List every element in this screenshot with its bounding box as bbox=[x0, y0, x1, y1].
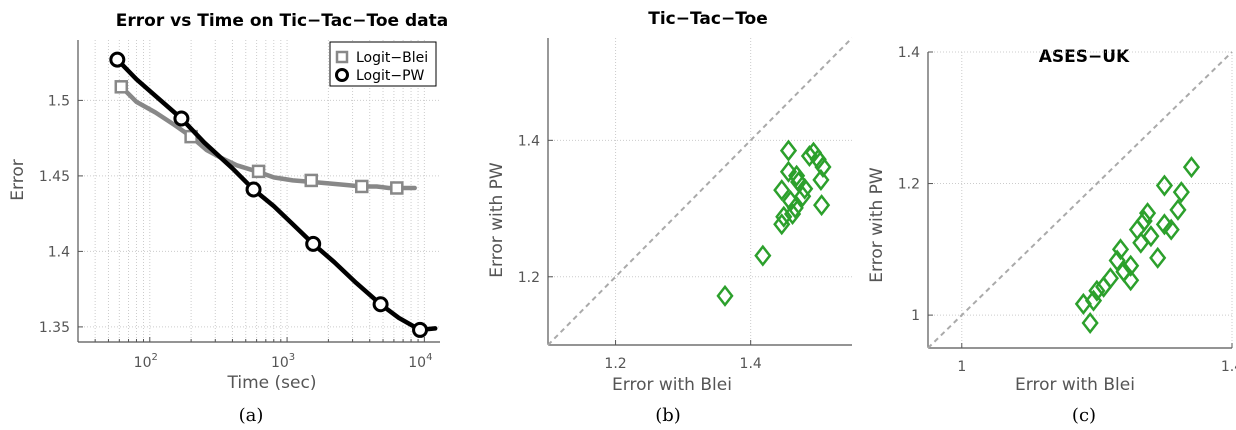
chart-c-xtick-label: 1.4 bbox=[1221, 359, 1236, 375]
time-error-chart: Error vs Time on Tic−Tac−Toe data Error … bbox=[8, 11, 448, 426]
chart-b-point bbox=[779, 139, 798, 162]
chart-a-xlabel: Time (sec) bbox=[227, 373, 317, 393]
chart-b-ytick-label: 1.2 bbox=[518, 270, 540, 286]
chart-a-xtick-label: 103 bbox=[271, 352, 295, 371]
chart-a-grid bbox=[77, 40, 440, 342]
chart-a-marker-blei bbox=[114, 80, 129, 94]
chart-c-xtick-label: 1 bbox=[957, 359, 966, 375]
chart-b-point bbox=[788, 164, 806, 187]
chart-b-diagonal bbox=[547, 37, 853, 346]
chart-c-point bbox=[1172, 181, 1190, 204]
chart-a-marker-blei bbox=[355, 179, 369, 194]
chart-a-marker-blei bbox=[304, 173, 318, 188]
chart-b-caption: (b) bbox=[655, 405, 681, 426]
chart-a-marker-pw bbox=[372, 296, 389, 313]
chart-a-xtick-label: 104 bbox=[408, 352, 432, 371]
tictactoe-scatter-chart: Tic−Tac−Toe Error with PW Error with Ble… bbox=[487, 9, 853, 426]
chart-a-xtick-base: 10 bbox=[271, 355, 289, 371]
chart-a-line-pw bbox=[115, 57, 438, 333]
chart-a-marker-blei bbox=[390, 181, 404, 195]
chart-c-ytick-label: 1.4 bbox=[898, 45, 920, 61]
chart-b-point bbox=[775, 205, 793, 228]
chart-a-xtick-exp: 2 bbox=[152, 352, 158, 363]
chart-a-xtick-base: 10 bbox=[408, 355, 426, 371]
chart-b-point bbox=[786, 196, 804, 219]
chart-a-ytick-label: 1.4 bbox=[48, 244, 70, 260]
chart-b-point bbox=[754, 244, 772, 267]
chart-c-point bbox=[1182, 156, 1201, 179]
chart-a-xtick-exp: 4 bbox=[426, 352, 432, 363]
chart-a-ytick-label: 1.35 bbox=[39, 320, 70, 336]
chart-c-xlabel: Error with Blei bbox=[1015, 375, 1135, 395]
chart-b-ylabel: Error with PW bbox=[487, 162, 507, 278]
chart-c-diagonal bbox=[927, 51, 1233, 349]
chart-a-legend: Logit−Blei Logit−PW bbox=[329, 41, 437, 87]
chart-a-marker-blei bbox=[251, 164, 266, 179]
chart-a-marker-pw bbox=[305, 235, 322, 252]
chart-c-point bbox=[1155, 174, 1174, 197]
chart-a-line-blei bbox=[119, 84, 417, 191]
chart-c-point bbox=[1149, 246, 1167, 269]
chart-c-point bbox=[1162, 218, 1180, 241]
chart-a-xtick-label: 102 bbox=[134, 352, 158, 371]
chart-c-point bbox=[1111, 238, 1130, 261]
chart-c-title: ASES−UK bbox=[1039, 47, 1130, 67]
chart-b-point bbox=[796, 177, 814, 200]
chart-b-ytick-label: 1.4 bbox=[518, 133, 540, 149]
chart-a-marker-pw bbox=[109, 51, 126, 68]
chart-a-marker-pw bbox=[245, 181, 262, 198]
chart-c-caption: (c) bbox=[1072, 405, 1096, 426]
ases-uk-scatter-chart: ASES−UK Error with PW Error with Blei (c… bbox=[867, 45, 1236, 426]
chart-c-point bbox=[1169, 198, 1187, 221]
chart-a-marker-pw bbox=[173, 110, 190, 127]
chart-a-xtick-base: 10 bbox=[134, 355, 152, 371]
chart-a-ylabel: Error bbox=[8, 159, 28, 200]
chart-a-xtick-exp: 3 bbox=[289, 352, 295, 363]
chart-b-title: Tic−Tac−Toe bbox=[648, 9, 768, 29]
chart-b-point bbox=[814, 155, 832, 178]
chart-b-point bbox=[812, 168, 830, 191]
chart-b-xlabel: Error with Blei bbox=[612, 375, 732, 395]
chart-c-point bbox=[1101, 267, 1119, 290]
chart-b-point bbox=[779, 160, 798, 183]
chart-c-point bbox=[1081, 311, 1099, 335]
chart-a-legend-label-pw: Logit−PW bbox=[356, 68, 425, 84]
chart-c-point bbox=[1138, 202, 1157, 225]
chart-b-point bbox=[813, 194, 831, 217]
chart-c-point bbox=[1088, 279, 1106, 302]
chart-a-ytick-label: 1.45 bbox=[39, 169, 70, 185]
chart-a-caption: (a) bbox=[239, 405, 264, 426]
chart-b-point bbox=[800, 144, 819, 168]
chart-a-marker-pw bbox=[412, 321, 429, 338]
chart-b-xtick-label: 1.4 bbox=[740, 356, 762, 372]
chart-b-xtick-label: 1.2 bbox=[604, 356, 626, 372]
chart-c-point bbox=[1142, 225, 1160, 248]
chart-c-point bbox=[1122, 269, 1140, 292]
chart-b-point bbox=[716, 284, 734, 307]
chart-c-point bbox=[1135, 210, 1153, 233]
chart-c-ytick-label: 1 bbox=[911, 308, 920, 324]
chart-c-ytick-label: 1.2 bbox=[898, 177, 920, 193]
chart-a-title: Error vs Time on Tic−Tac−Toe data bbox=[116, 11, 448, 31]
chart-b-point bbox=[773, 179, 791, 202]
chart-a-legend-marker-pw bbox=[335, 68, 349, 82]
chart-b-point bbox=[783, 202, 802, 226]
chart-c-ylabel: Error with PW bbox=[867, 167, 887, 283]
chart-a-ytick-label: 1.5 bbox=[48, 93, 70, 109]
chart-a-legend-marker-blei bbox=[335, 50, 349, 64]
chart-a-legend-label-blei: Logit−Blei bbox=[356, 50, 428, 66]
chart-c-point bbox=[1122, 254, 1140, 277]
